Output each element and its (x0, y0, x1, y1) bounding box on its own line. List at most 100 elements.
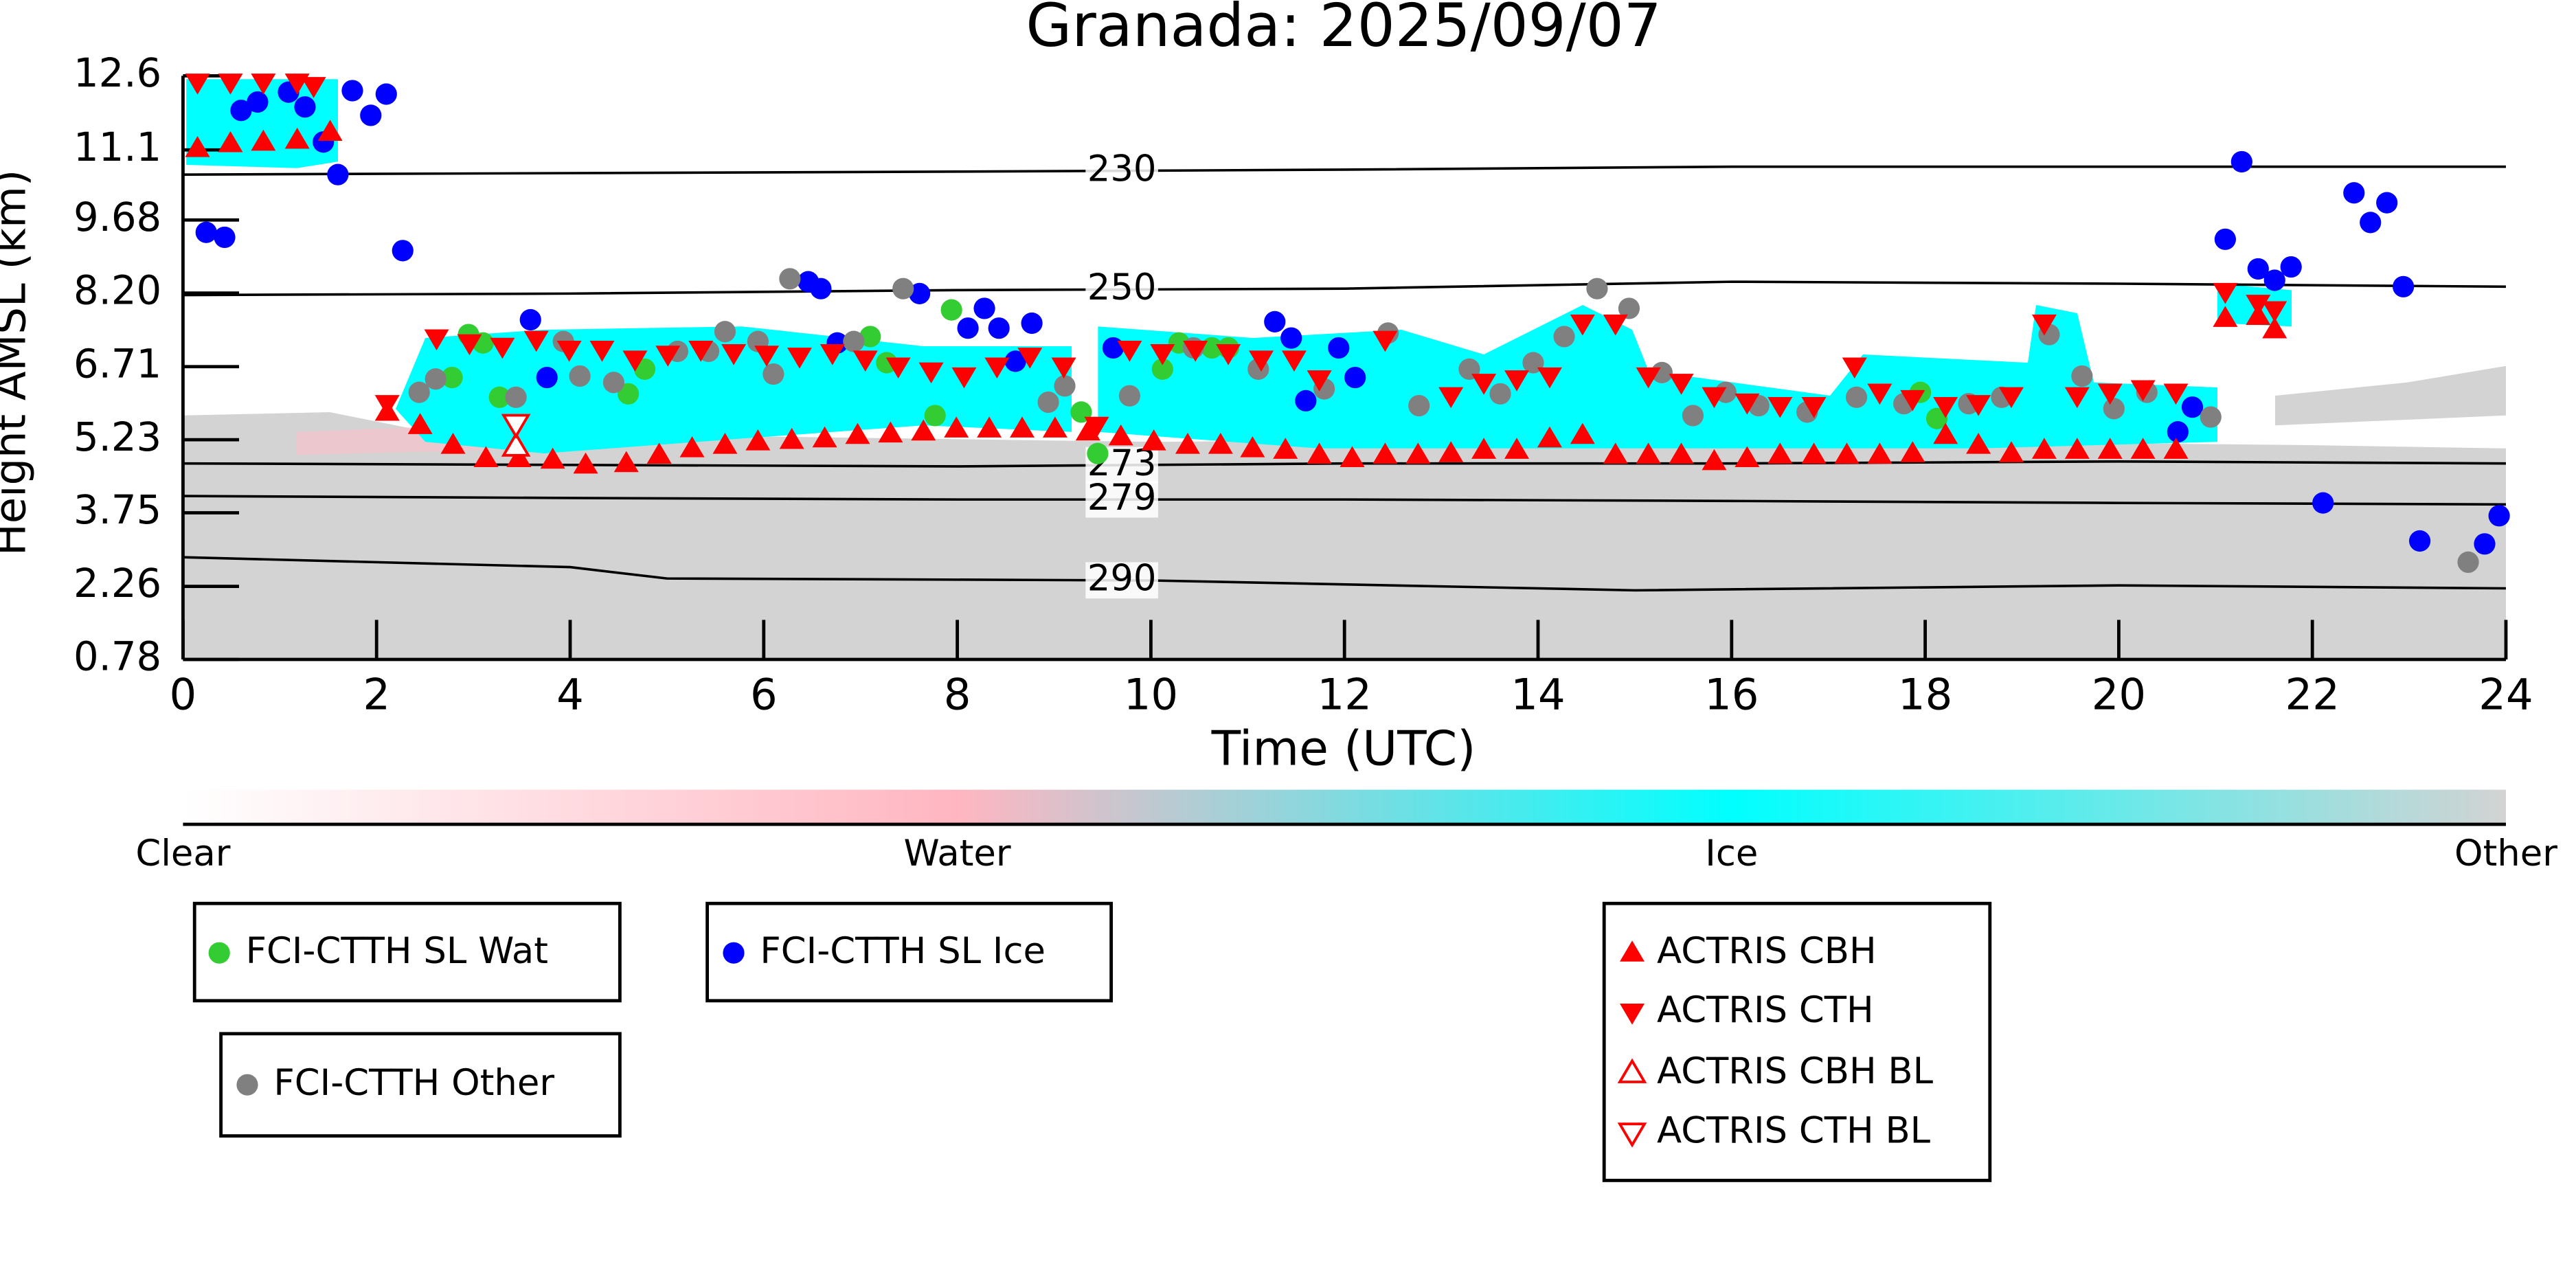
point (1307, 370, 1332, 392)
point (251, 74, 276, 95)
point (556, 341, 582, 362)
point (425, 368, 447, 390)
contour-label: 250 (1087, 267, 1157, 308)
point (185, 136, 210, 157)
point (1636, 442, 1661, 464)
point (2181, 396, 2204, 418)
point (1570, 422, 1595, 444)
point (1075, 419, 1100, 441)
point (787, 348, 812, 369)
point (1216, 344, 1241, 365)
point (617, 383, 640, 405)
point (1087, 442, 1109, 464)
point (940, 299, 962, 321)
point (1438, 387, 1464, 409)
point (1151, 358, 1173, 380)
x-tick-label: 0 (170, 669, 197, 719)
point (505, 386, 527, 408)
point (1021, 312, 1043, 335)
point (2343, 182, 2365, 204)
point (2488, 505, 2510, 527)
y-axis-label: Height AMSL (km) (0, 170, 35, 556)
point (984, 357, 1010, 379)
point (2262, 317, 2287, 339)
y-tick-label: 5.23 (74, 414, 161, 460)
point (876, 352, 898, 374)
point (1845, 386, 1868, 408)
point (1405, 442, 1431, 464)
contour-label-bg (1085, 562, 1158, 599)
point (490, 337, 515, 359)
point (230, 100, 252, 122)
point (2312, 492, 2334, 514)
point (1603, 442, 1628, 464)
point (374, 395, 400, 416)
legend-label: FCI-CTTH SL Ice (760, 930, 1046, 972)
point (2376, 192, 2398, 214)
point (843, 330, 865, 352)
point (2071, 365, 2093, 387)
point (195, 221, 217, 243)
point (1842, 357, 1867, 379)
point (812, 426, 837, 448)
point (1340, 446, 1365, 468)
point (1264, 310, 1286, 332)
y-tick-label: 2.26 (74, 561, 161, 607)
point (2230, 150, 2252, 173)
point (1966, 395, 1991, 416)
point (1372, 442, 1398, 464)
contour-label: 279 (1087, 477, 1157, 519)
point (1651, 361, 1673, 383)
colorbar-label: Clear (135, 833, 230, 874)
point (1537, 367, 1562, 389)
x-tick-label: 16 (1704, 669, 1759, 719)
point (688, 341, 714, 362)
point (602, 372, 625, 394)
point (1834, 442, 1860, 464)
point (488, 386, 510, 408)
point (408, 381, 430, 403)
point (251, 129, 276, 151)
legend-label: FCI-CTTH Other (273, 1062, 554, 1104)
point (2103, 398, 2125, 420)
point (2246, 295, 2271, 316)
point (1682, 405, 1704, 427)
point (214, 226, 236, 249)
point (375, 83, 397, 105)
point (988, 317, 1010, 339)
point (360, 104, 382, 126)
point (2163, 383, 2189, 405)
point (589, 341, 615, 362)
legend-box (219, 1032, 622, 1138)
point (1966, 433, 1991, 454)
point (911, 419, 936, 441)
point (2167, 421, 2189, 443)
point (506, 446, 532, 468)
point (1933, 396, 1958, 418)
point (2262, 301, 2287, 323)
point (1054, 375, 1076, 397)
point (951, 367, 977, 389)
point (1102, 337, 1125, 359)
point (1702, 387, 1727, 409)
y-tick-label: 6.71 (74, 341, 161, 387)
point (2200, 406, 2222, 428)
point (1208, 433, 1233, 454)
point (2213, 306, 2238, 327)
chart-title: Granada: 2025/09/07 (1026, 0, 1661, 60)
point (1141, 429, 1166, 451)
legend-marker (208, 942, 230, 964)
point (501, 414, 531, 439)
point (1307, 442, 1332, 464)
point (1570, 314, 1595, 336)
x-tick-label: 2 (363, 669, 390, 719)
point (1669, 374, 1694, 395)
point (679, 436, 705, 457)
point (2247, 258, 2269, 280)
point (1051, 357, 1076, 379)
y-tick-label: 3.75 (74, 487, 161, 533)
point (2097, 383, 2123, 405)
point (1801, 396, 1827, 418)
legend-label: ACTRIS CTH BL (1657, 1109, 1931, 1151)
